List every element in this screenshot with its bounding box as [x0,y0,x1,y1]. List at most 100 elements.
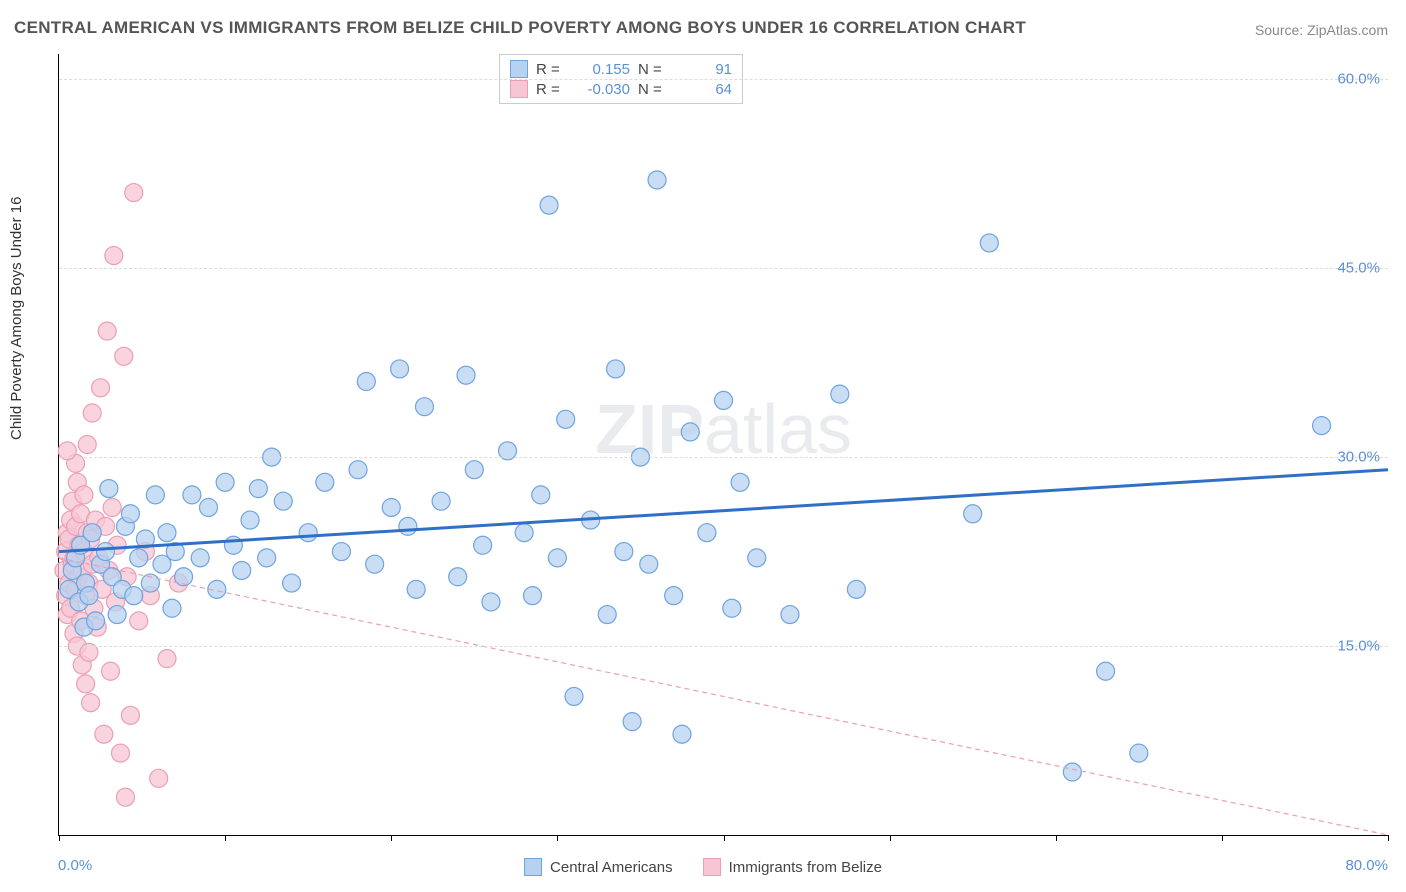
scatter-point [1313,417,1331,435]
scatter-point [382,498,400,516]
scatter-point [121,706,139,724]
scatter-point [482,593,500,611]
scatter-point [299,524,317,542]
legend-item: Immigrants from Belize [703,858,882,876]
scatter-point [607,360,625,378]
scatter-point [557,410,575,428]
scatter-point [598,606,616,624]
scatter-point [723,599,741,617]
scatter-point [158,650,176,668]
scatter-point [565,687,583,705]
scatter-point [715,391,733,409]
chart-title: CENTRAL AMERICAN VS IMMIGRANTS FROM BELI… [14,18,1026,38]
scatter-point [1097,662,1115,680]
stats-row: R = 0.155 N = 91 [510,59,732,79]
grid-line [59,646,1388,647]
scatter-point [673,725,691,743]
chart-container: CENTRAL AMERICAN VS IMMIGRANTS FROM BELI… [0,0,1406,892]
stat-r-value: 0.155 [574,61,630,78]
scatter-point [233,561,251,579]
series-swatch [510,80,528,98]
scatter-point [75,486,93,504]
scatter-point [103,498,121,516]
x-tick [391,835,392,841]
scatter-point [532,486,550,504]
stat-n-value: 91 [676,61,732,78]
scatter-point [77,675,95,693]
trend-line [59,558,1388,835]
scatter-point [146,486,164,504]
stat-r-value: -0.030 [574,81,630,98]
legend-label: Immigrants from Belize [729,859,882,876]
stat-r-label: R = [536,61,566,78]
scatter-point [125,587,143,605]
scatter-point [681,423,699,441]
stat-r-label: R = [536,81,566,98]
scatter-point [216,473,234,491]
scatter-point [100,480,118,498]
y-tick-label: 45.0% [1337,260,1380,277]
scatter-point [163,599,181,617]
legend: Central Americans Immigrants from Belize [524,858,882,876]
plot-area: ZIPatlas R =0.155N =91R =-0.030N =64 15.… [58,54,1388,836]
scatter-point [980,234,998,252]
scatter-point [548,549,566,567]
scatter-point [349,461,367,479]
scatter-point [1063,763,1081,781]
scatter-point [83,404,101,422]
stat-n-label: N = [638,61,668,78]
scatter-point [121,505,139,523]
x-tick [724,835,725,841]
scatter-point [183,486,201,504]
x-tick [557,835,558,841]
scatter-point [101,662,119,680]
series-swatch [510,60,528,78]
scatter-point [191,549,209,567]
scatter-point [97,543,115,561]
scatter-point [125,184,143,202]
scatter-point [698,524,716,542]
scatter-point [98,322,116,340]
legend-label: Central Americans [550,859,673,876]
grid-line [59,268,1388,269]
source-attribution: Source: ZipAtlas.com [1255,22,1388,38]
scatter-point [249,480,267,498]
scatter-point [95,725,113,743]
scatter-point [274,492,292,510]
scatter-point [105,247,123,265]
x-tick [225,835,226,841]
scatter-point [366,555,384,573]
scatter-point [108,606,126,624]
scatter-point [332,543,350,561]
scatter-point [1130,744,1148,762]
scatter-point [80,587,98,605]
scatter-point [457,366,475,384]
scatter-point [111,744,129,762]
scatter-point [391,360,409,378]
scatter-point [523,587,541,605]
scatter-point [648,171,666,189]
scatter-point [92,379,110,397]
scatter-point [82,694,100,712]
scatter-point [316,473,334,491]
scatter-point [241,511,259,529]
x-tick [1388,835,1389,841]
legend-item: Central Americans [524,858,673,876]
y-tick-label: 60.0% [1337,71,1380,88]
grid-line [59,457,1388,458]
stat-n-label: N = [638,81,668,98]
x-tick [890,835,891,841]
scatter-point [399,517,417,535]
legend-swatch [703,858,721,876]
scatter-point [449,568,467,586]
scatter-point [150,769,168,787]
scatter-point [83,524,101,542]
x-tick [1056,835,1057,841]
grid-line [59,79,1388,80]
x-tick [59,835,60,841]
y-tick-label: 15.0% [1337,638,1380,655]
x-tick [1222,835,1223,841]
scatter-point [130,549,148,567]
scatter-point [465,461,483,479]
scatter-point [115,347,133,365]
